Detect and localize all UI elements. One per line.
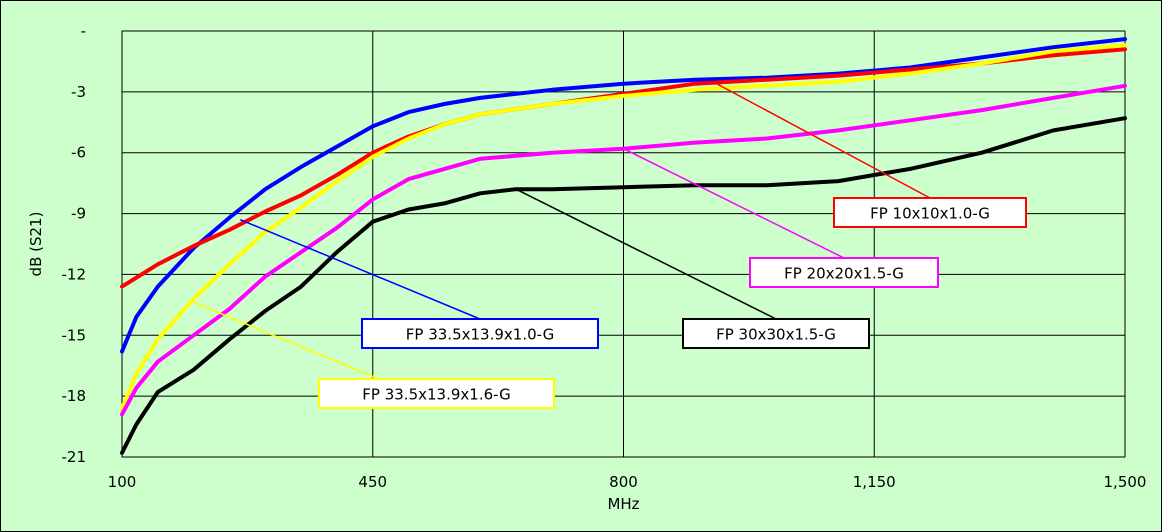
y-tick-label: -21 (62, 448, 87, 466)
callout-label: FP 33.5x13.9x1.6-G (362, 386, 510, 404)
callout-box (318, 378, 555, 409)
callout-box (749, 257, 939, 288)
callout-box (361, 318, 599, 349)
x-tick-label: 1,150 (853, 473, 896, 491)
series-lines (120, 37, 1127, 455)
x-tick-label: 1,500 (1104, 473, 1147, 491)
y-tick-label: -9 (71, 205, 86, 223)
callout-labels: FP 10x10x1.0-G FP 20x20x1.5-G FP 30x30x1.5… (189, 83, 1027, 409)
x-axis-title: MHz (607, 495, 639, 513)
callout-box (682, 318, 870, 349)
y-tick-label: -3 (71, 83, 86, 101)
x-axis-ticks: 100 450 800 1,150 1,500 (108, 473, 1147, 491)
y-tick-label: -15 (62, 326, 87, 344)
callout-label: FP 33.5x13.9x1.0-G (406, 326, 554, 344)
y-tick-label: -6 (71, 144, 86, 162)
y-tick-label: - (81, 22, 86, 40)
y-axis-ticks: - -3 -6 -9 -12 -15 -18 -21 (62, 22, 87, 466)
x-tick-label: 450 (358, 473, 387, 491)
callout-leader (239, 218, 481, 320)
callout-leader (623, 147, 845, 259)
y-tick-label: -18 (62, 387, 87, 405)
callout-label: FP 30x30x1.5-G (716, 326, 836, 344)
x-tick-label: 100 (108, 473, 137, 491)
y-tick-label: -12 (62, 265, 87, 283)
series-line (120, 116, 1127, 455)
series-line (120, 83, 1127, 417)
callout-leader (189, 300, 380, 380)
x-tick-label: 800 (609, 473, 638, 491)
series-line (120, 43, 1127, 411)
callout-label: FP 20x20x1.5-G (784, 265, 904, 283)
callout-box (833, 197, 1027, 228)
callout-leader (515, 188, 777, 320)
y-axis-title: dB (S21) (27, 212, 45, 277)
callout-label: FP 10x10x1.0-G (870, 205, 990, 223)
callout-leader (716, 83, 931, 199)
